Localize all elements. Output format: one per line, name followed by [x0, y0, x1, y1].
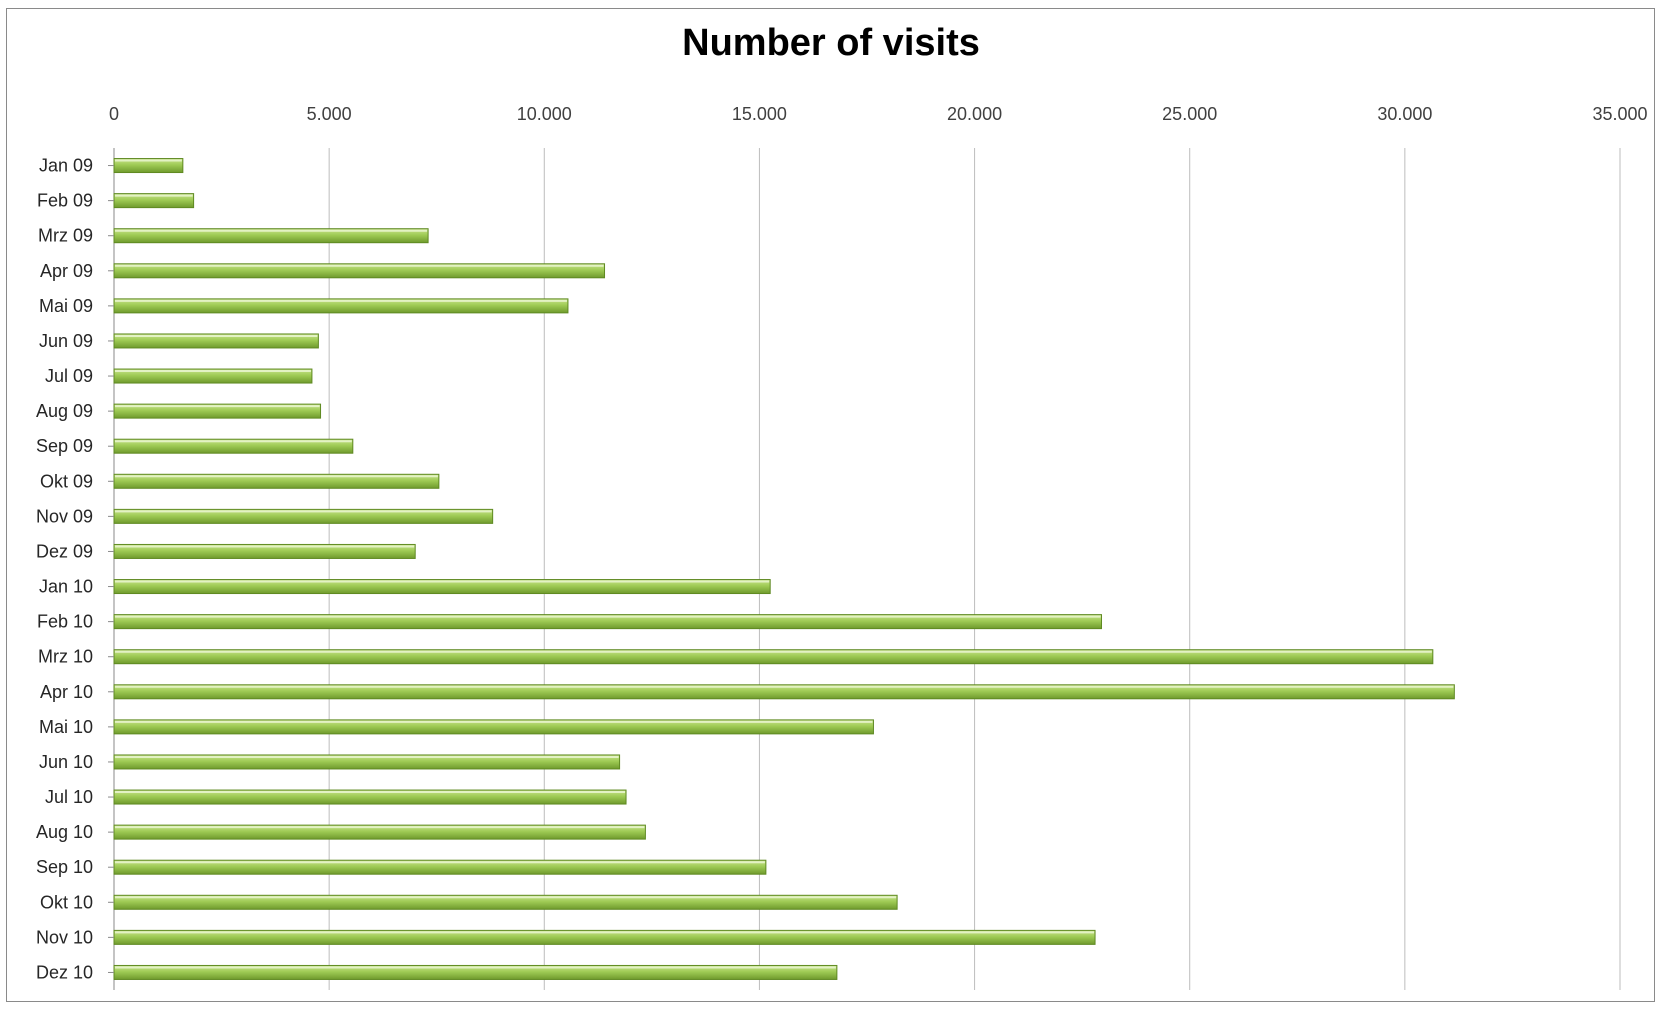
category-label: Okt 10: [40, 892, 93, 912]
category-label: Nov 10: [36, 927, 93, 947]
bars: [113, 158, 1455, 980]
category-label: Jul 09: [45, 366, 93, 386]
x-tick-label: 15.000: [732, 104, 787, 124]
category-label: Aug 10: [36, 822, 93, 842]
x-tick-label: 20.000: [947, 104, 1002, 124]
category-label: Feb 10: [37, 612, 93, 632]
category-label: Jan 10: [39, 577, 93, 597]
x-tick-label: 0: [109, 104, 119, 124]
category-label: Jun 10: [39, 752, 93, 772]
category-label: Apr 10: [40, 682, 93, 702]
x-tick-label: 35.000: [1592, 104, 1647, 124]
x-tick-label: 30.000: [1377, 104, 1432, 124]
category-label: Jul 10: [45, 787, 93, 807]
category-label: Jan 09: [39, 156, 93, 176]
category-label: Sep 10: [36, 857, 93, 877]
category-label: Mai 09: [39, 296, 93, 316]
category-label: Dez 09: [36, 541, 93, 561]
chart-title: Number of visits: [682, 22, 980, 64]
x-axis-ticks: 0 5.000 10.000 15.000 20.000 25.000 30.000 35.0…: [109, 104, 1648, 124]
category-label: Aug 09: [36, 401, 93, 421]
category-label: Mrz 09: [38, 226, 93, 246]
category-label: Mrz 10: [38, 647, 93, 667]
category-label: Jun 09: [39, 331, 93, 351]
category-label: Apr 09: [40, 261, 93, 281]
category-label: Sep 09: [36, 436, 93, 456]
grid-lines: [113, 148, 1621, 990]
category-label: Feb 09: [37, 191, 93, 211]
category-label: Dez 10: [36, 962, 93, 982]
category-label: Okt 09: [40, 471, 93, 491]
x-tick-label: 10.000: [517, 104, 572, 124]
x-tick-label: 25.000: [1162, 104, 1217, 124]
y-axis-ticks: Jan 09 Feb 09 Mrz 09 Apr 09 Mai 09 Jun 09 Jul …: [36, 156, 114, 982]
category-label: Nov 09: [36, 506, 93, 526]
x-tick-label: 5.000: [307, 104, 352, 124]
category-label: Mai 10: [39, 717, 93, 737]
